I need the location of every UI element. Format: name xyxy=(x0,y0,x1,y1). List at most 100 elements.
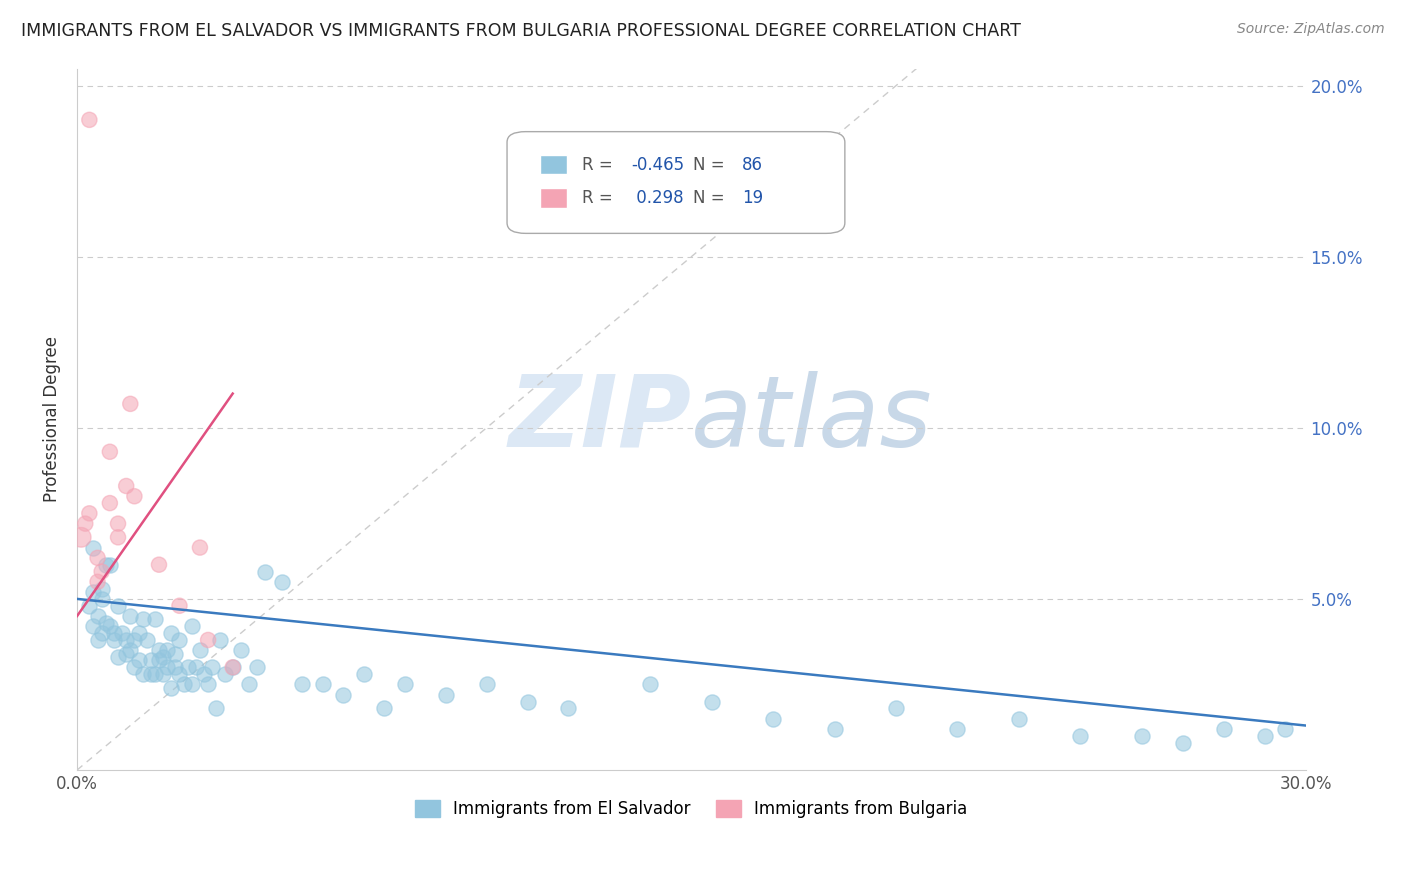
Point xyxy=(86,609,108,624)
Point xyxy=(394,677,416,691)
Point xyxy=(148,653,170,667)
Y-axis label: Professional Degree: Professional Degree xyxy=(44,336,60,502)
Point xyxy=(94,615,117,630)
Point xyxy=(516,695,538,709)
Point xyxy=(143,667,166,681)
Point xyxy=(1274,722,1296,736)
Point xyxy=(184,660,207,674)
Point xyxy=(156,643,179,657)
Point xyxy=(165,647,187,661)
Text: 86: 86 xyxy=(742,155,762,174)
Point xyxy=(148,558,170,572)
Point xyxy=(246,660,269,674)
Point xyxy=(169,632,191,647)
Legend: Immigrants from El Salvador, Immigrants from Bulgaria: Immigrants from El Salvador, Immigrants … xyxy=(408,793,974,825)
Point xyxy=(90,626,112,640)
Point xyxy=(98,619,121,633)
Point xyxy=(152,650,174,665)
Point xyxy=(197,677,219,691)
Point xyxy=(131,667,153,681)
Point xyxy=(86,550,108,565)
Point xyxy=(188,541,211,555)
Text: ZIP: ZIP xyxy=(509,371,692,467)
Point xyxy=(193,667,215,681)
Text: -0.465: -0.465 xyxy=(631,155,685,174)
FancyBboxPatch shape xyxy=(540,188,567,208)
Point xyxy=(128,653,150,667)
Point xyxy=(353,667,375,681)
Point xyxy=(238,677,260,691)
Point xyxy=(700,695,723,709)
Point xyxy=(135,632,157,647)
Point xyxy=(1212,722,1234,736)
Point xyxy=(160,626,183,640)
Point xyxy=(201,660,224,674)
Point xyxy=(90,591,112,606)
Point xyxy=(124,632,146,647)
Text: 19: 19 xyxy=(742,189,763,207)
Point xyxy=(107,599,129,613)
Point xyxy=(90,565,112,579)
Text: N =: N = xyxy=(693,189,724,207)
Point xyxy=(373,701,395,715)
Point xyxy=(176,660,198,674)
Point xyxy=(79,112,101,127)
Point xyxy=(115,647,138,661)
Point xyxy=(270,574,292,589)
Text: R =: R = xyxy=(582,189,613,207)
Point xyxy=(312,677,335,691)
Point xyxy=(128,626,150,640)
Point xyxy=(214,667,236,681)
Point xyxy=(131,612,153,626)
Point xyxy=(94,558,117,572)
Point xyxy=(98,444,121,458)
Point xyxy=(946,722,969,736)
Point xyxy=(557,701,579,715)
Text: atlas: atlas xyxy=(692,371,934,467)
Point xyxy=(1130,729,1153,743)
Point xyxy=(209,632,232,647)
Point xyxy=(86,574,108,589)
Point xyxy=(111,626,134,640)
Point xyxy=(139,667,162,681)
Point xyxy=(1008,712,1031,726)
Point xyxy=(86,632,108,647)
Text: 0.298: 0.298 xyxy=(631,189,683,207)
Text: R =: R = xyxy=(582,155,613,174)
FancyBboxPatch shape xyxy=(540,155,567,175)
Point xyxy=(98,496,121,510)
Point xyxy=(173,677,195,691)
Point xyxy=(120,397,142,411)
Point xyxy=(107,516,129,531)
Point xyxy=(762,712,785,726)
Point xyxy=(180,619,202,633)
Point xyxy=(115,632,138,647)
Point xyxy=(124,660,146,674)
Point xyxy=(169,599,191,613)
Point xyxy=(221,660,243,674)
Point xyxy=(107,650,129,665)
Point xyxy=(197,632,219,647)
Point xyxy=(824,722,846,736)
Point xyxy=(90,582,112,596)
Point xyxy=(103,626,125,640)
Point xyxy=(221,660,243,674)
Point xyxy=(1171,736,1194,750)
Point xyxy=(120,609,142,624)
Point xyxy=(156,660,179,674)
Point xyxy=(103,632,125,647)
Point xyxy=(160,681,183,695)
Point xyxy=(884,701,907,715)
Point xyxy=(332,688,354,702)
Point xyxy=(79,507,101,521)
Point xyxy=(434,688,457,702)
Point xyxy=(180,677,202,691)
Point xyxy=(152,667,174,681)
Point xyxy=(148,643,170,657)
FancyBboxPatch shape xyxy=(508,132,845,234)
Point xyxy=(82,585,104,599)
Point xyxy=(120,643,142,657)
Point xyxy=(1069,729,1091,743)
Point xyxy=(254,565,277,579)
Point xyxy=(640,677,662,691)
